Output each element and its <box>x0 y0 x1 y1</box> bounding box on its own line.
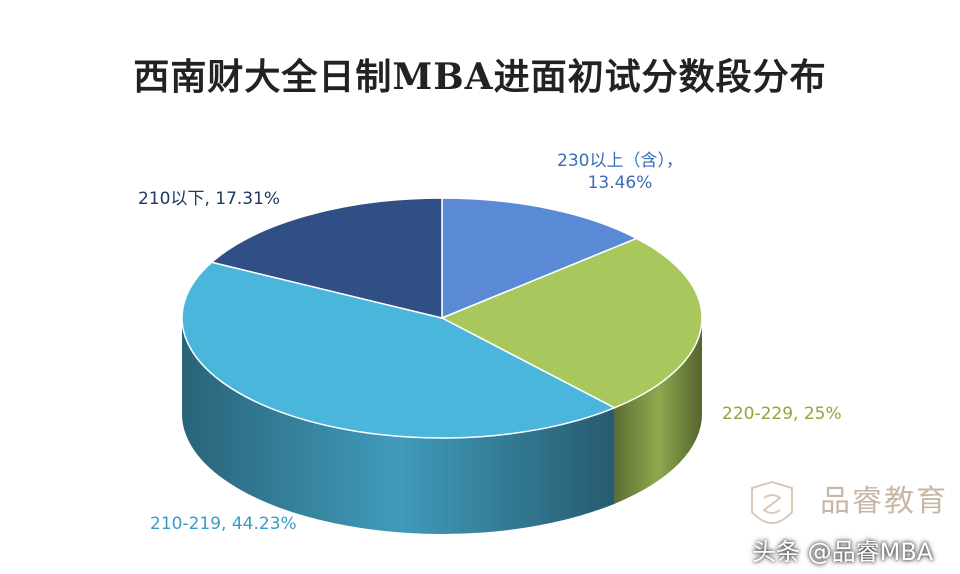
slice-label-230-plus: 230以上（含）， 13.46% <box>520 150 720 194</box>
slice-label-210-219-category: 210-219, <box>150 514 232 534</box>
pie-slice-2 <box>181 261 617 439</box>
slice-label-210-219-percent: 44.23% <box>231 514 297 534</box>
pie-slice-3 <box>210 197 443 319</box>
pie-side-wall-1 <box>614 318 702 504</box>
slice-label-below-210-category: 210以下, <box>138 189 216 209</box>
pie-slice-1 <box>440 237 703 409</box>
slice-label-230-plus-category: 230以上（含）， <box>557 151 683 171</box>
slice-label-210-219: 210-219, 44.23% <box>150 513 297 535</box>
slice-label-220-229-category: 220-229, <box>722 404 804 424</box>
pie-slice-0 <box>441 197 639 320</box>
watermark-logo-icon <box>751 480 793 524</box>
slice-label-220-229: 220-229, 25% <box>722 403 842 425</box>
slice-label-220-229-percent: 25% <box>803 404 842 424</box>
footer-credit: 头条 @品睿MBA <box>752 538 934 566</box>
slice-label-below-210: 210以下, 17.31% <box>138 188 280 210</box>
pie-side-wall-2 <box>182 318 615 534</box>
chart-title: 西南财大全日制MBA进面初试分数段分布 <box>133 56 827 98</box>
slice-label-230-plus-percent: 13.46% <box>587 173 653 193</box>
slice-label-below-210-percent: 17.31% <box>215 189 281 209</box>
watermark-brand: 品睿教育 <box>820 484 948 519</box>
